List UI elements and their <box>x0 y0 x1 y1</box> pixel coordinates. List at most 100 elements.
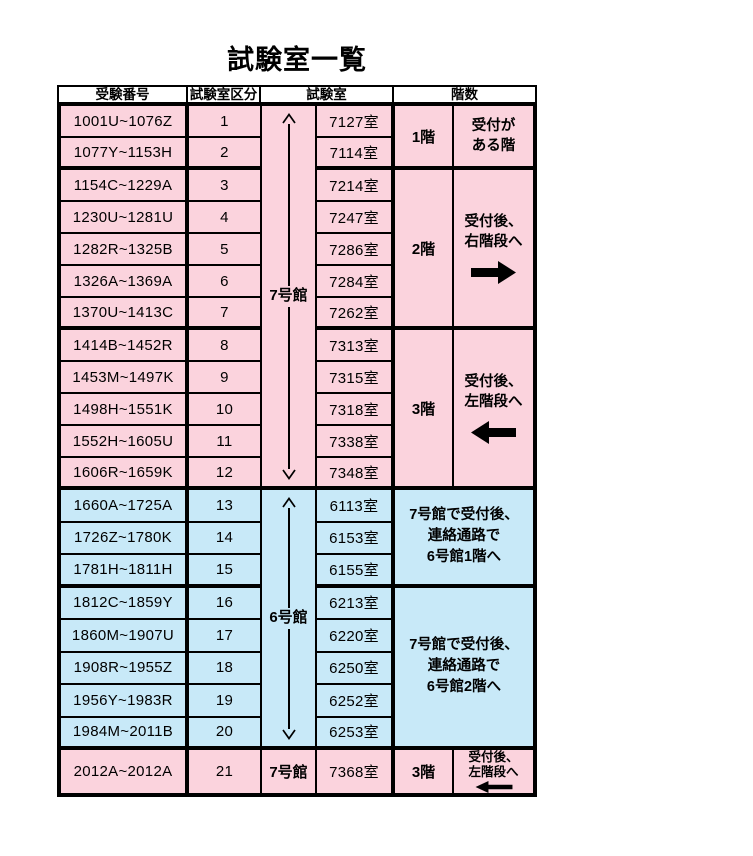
room-number-cell: 7318室 <box>317 394 395 426</box>
room-section-cell: 12 <box>189 458 262 490</box>
room-number-cell: 6252室 <box>317 685 395 718</box>
transfer-note-6gokan-1f: 7号館で受付後、 連絡通路で 6号館1階へ <box>395 490 533 588</box>
room-number-cell: 6250室 <box>317 652 395 685</box>
floor-label: 2階 <box>411 240 436 258</box>
building-label: 7号館 <box>269 764 308 781</box>
building-cell-7gokan-last: 7号館 <box>262 750 317 793</box>
room-number-cell: 6153室 <box>317 522 395 555</box>
exam-number-range-cell: 1453M~1497K <box>61 362 189 394</box>
room-section-cell: 8 <box>189 330 262 362</box>
exam-number-range-cell: 1606R~1659K <box>61 458 189 490</box>
exam-number-range-cell: 1154C~1229A <box>61 170 189 202</box>
exam-number-range-cell: 1230U~1281U <box>61 202 189 234</box>
arrow-down-icon <box>281 469 296 480</box>
exam-number-range-cell: 1860M~1907U <box>61 620 189 653</box>
exam-number-range-cell: 1077Y~1153H <box>61 138 189 170</box>
room-number-cell: 7348室 <box>317 458 395 490</box>
room-section-cell: 15 <box>189 555 262 588</box>
room-section-cell: 1 <box>189 106 262 138</box>
arrow-up-icon <box>281 113 296 124</box>
room-section-cell: 10 <box>189 394 262 426</box>
transfer-note-6gokan-2f: 7号館で受付後、 連絡通路で 6号館2階へ <box>395 587 533 750</box>
transfer-note-text: 7号館で受付後、 連絡通路で 6号館2階へ <box>409 637 519 696</box>
room-section-cell: 14 <box>189 522 262 555</box>
room-number-cell: 7338室 <box>317 426 395 458</box>
room-section-cell: 5 <box>189 234 262 266</box>
table-body: 7号館 6号館 7号館 1階 受付が ある階 2階 受付後、 右階段へ <box>57 102 537 797</box>
room-section-cell: 20 <box>189 717 262 750</box>
room-section-cell: 7 <box>189 298 262 330</box>
exam-number-range-cell: 1370U~1413C <box>61 298 189 330</box>
arrow-up-icon <box>281 497 296 508</box>
exam-number-range-cell: 1326A~1369A <box>61 266 189 298</box>
room-section-cell: 9 <box>189 362 262 394</box>
building-cell-6gokan: 6号館 <box>262 490 317 750</box>
exam-number-range-cell: 1660A~1725A <box>61 490 189 523</box>
exam-number-range-cell: 1726Z~1780K <box>61 522 189 555</box>
floor-cell-2f: 2階 <box>395 170 454 330</box>
floor-cell-last: 3階 <box>395 750 454 793</box>
floor-note-last: 受付後、 左階段へ <box>454 750 533 793</box>
room-number-cell: 7368室 <box>317 750 395 793</box>
room-section-cell: 6 <box>189 266 262 298</box>
room-number-cell: 6155室 <box>317 555 395 588</box>
left-block-arrow-icon <box>471 421 516 445</box>
room-number-cell: 7114室 <box>317 138 395 170</box>
room-number-cell: 7127室 <box>317 106 395 138</box>
right-block-arrow-icon <box>471 261 516 285</box>
floor-note-3f: 受付後、 左階段へ <box>454 330 533 490</box>
exam-number-range-cell: 1908R~1955Z <box>61 652 189 685</box>
room-section-cell: 16 <box>189 587 262 620</box>
floor-note-text: 受付後、 右階段へ <box>464 213 523 250</box>
room-section-cell: 18 <box>189 652 262 685</box>
room-number-cell: 6220室 <box>317 620 395 653</box>
room-section-cell: 17 <box>189 620 262 653</box>
floor-note-text: 受付が ある階 <box>471 117 516 154</box>
room-number-cell: 7262室 <box>317 298 395 330</box>
arrow-down-icon <box>281 729 296 740</box>
room-number-cell: 6213室 <box>317 587 395 620</box>
left-block-arrow-icon <box>475 781 512 793</box>
exam-number-range-cell: 1414B~1452R <box>61 330 189 362</box>
room-number-cell: 7247室 <box>317 202 395 234</box>
floor-note-text: 受付後、 左階段へ <box>464 373 523 410</box>
header-room-section: 試験室区分 <box>188 87 261 102</box>
arrow-shaft <box>287 306 290 469</box>
floor-cell-1f: 1階 <box>395 106 454 170</box>
header-floor: 階数 <box>451 86 478 102</box>
exam-number-range-cell: 1552H~1605U <box>61 426 189 458</box>
room-number-cell: 7315室 <box>317 362 395 394</box>
arrow-shaft <box>287 124 290 287</box>
room-section-cell: 3 <box>189 170 262 202</box>
header-exam-room: 試験室 <box>261 87 394 102</box>
room-section-cell: 19 <box>189 685 262 718</box>
room-section-cell: 4 <box>189 202 262 234</box>
header-exam-number: 受験番号 <box>59 87 188 102</box>
exam-number-range-cell: 1781H~1811H <box>61 555 189 588</box>
floor-label: 3階 <box>411 400 436 418</box>
room-number-cell: 7284室 <box>317 266 395 298</box>
room-number-cell: 7313室 <box>317 330 395 362</box>
transfer-note-text: 7号館で受付後、 連絡通路で 6号館1階へ <box>409 507 519 566</box>
room-number-cell: 7214室 <box>317 170 395 202</box>
room-number-cell: 6253室 <box>317 717 395 750</box>
exam-number-range-cell: 1001U~1076Z <box>61 106 189 138</box>
floor-note-1f: 受付が ある階 <box>454 106 533 170</box>
exam-number-range-cell: 1984M~2011B <box>61 717 189 750</box>
room-section-cell: 21 <box>189 750 262 793</box>
building-cell-7gokan: 7号館 <box>262 106 317 490</box>
floor-note-text: 受付後、 左階段へ <box>468 750 519 779</box>
arrow-shaft <box>287 508 290 609</box>
room-section-cell: 11 <box>189 426 262 458</box>
floor-label: 1階 <box>411 128 436 146</box>
room-section-cell: 13 <box>189 490 262 523</box>
room-number-cell: 7286室 <box>317 234 395 266</box>
page-title: 試験室一覧 <box>227 45 367 75</box>
building-label: 6号館 <box>269 609 308 627</box>
exam-number-range-cell: 2012A~2012A <box>61 750 189 793</box>
room-section-cell: 2 <box>189 138 262 170</box>
building-label: 7号館 <box>269 287 308 305</box>
arrow-shaft <box>287 628 290 729</box>
exam-number-range-cell: 1498H~1551K <box>61 394 189 426</box>
